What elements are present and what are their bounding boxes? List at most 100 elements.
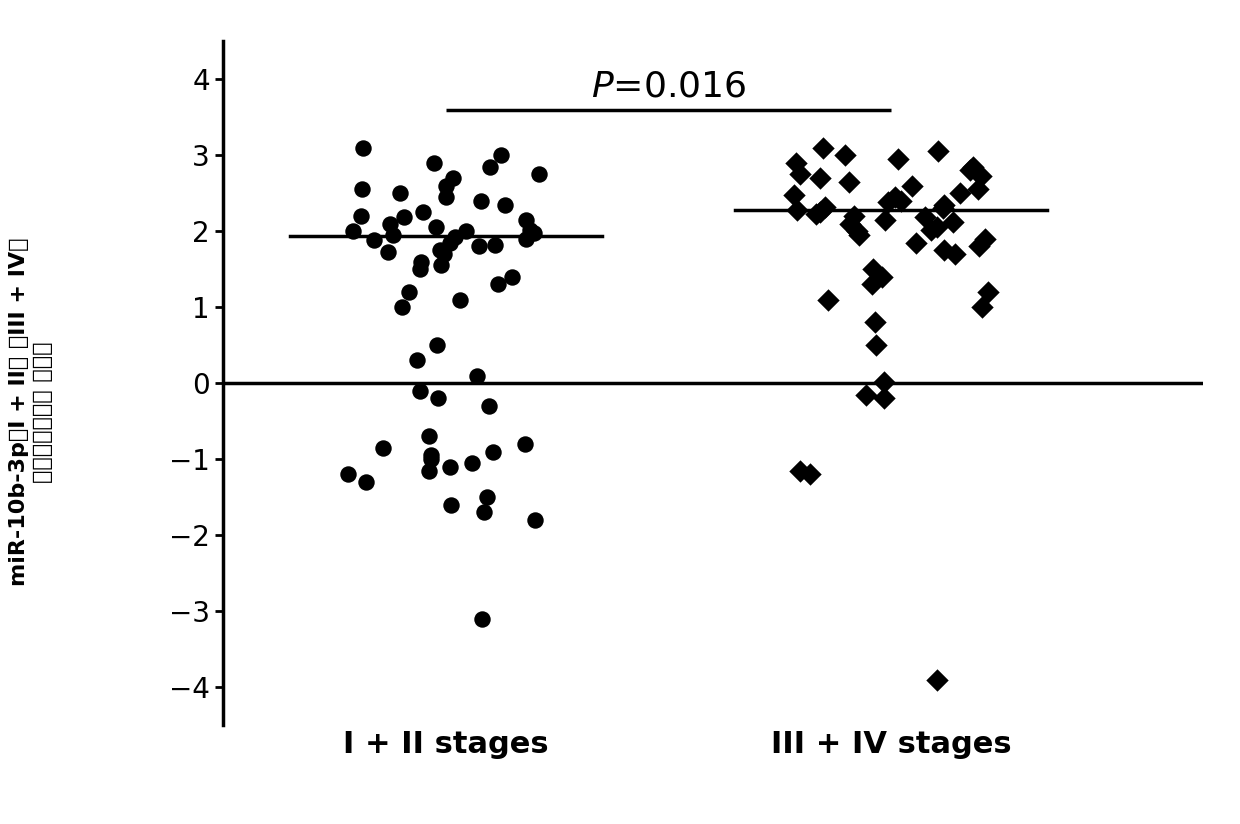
Point [944,215,963,228]
Point [875,213,895,227]
Point [479,400,498,413]
Point [813,141,833,154]
Point [521,223,541,236]
Point [847,225,867,238]
Point [477,490,497,503]
Point [934,198,954,211]
Point [471,612,491,625]
Point [420,449,440,462]
Point [960,164,980,177]
Point [784,188,804,201]
Point [391,186,410,199]
Point [968,183,988,196]
Point [484,445,503,458]
Point [932,202,952,215]
Point [516,232,536,246]
Point [352,183,372,196]
Point [394,211,414,224]
Point [427,339,446,352]
Point [839,217,859,230]
Point [407,353,427,367]
Point [373,441,393,454]
Point [838,176,858,189]
Point [436,190,456,204]
Point [485,238,505,251]
Point [915,211,935,224]
Point [921,223,941,236]
Point [410,384,430,397]
Point [866,316,885,329]
Point [450,293,470,307]
Point [516,438,536,451]
Point [399,285,419,298]
Point [378,246,398,259]
Point [496,198,516,211]
Point [475,506,495,519]
Point [429,244,449,257]
Point [424,157,444,170]
Point [339,468,358,481]
Point [835,148,854,162]
Point [790,167,810,180]
Point [365,234,384,247]
Point [480,160,500,173]
Point [516,213,536,227]
Point [526,513,546,527]
Point [878,196,898,209]
Point [342,225,362,238]
Point [901,179,921,192]
Point [440,460,460,473]
Point [471,194,491,208]
Point [525,226,544,239]
Point [409,263,429,276]
Point [963,160,983,173]
Point [419,430,439,443]
Point [818,293,838,307]
Point [929,145,949,158]
Point [815,200,835,213]
Point [445,231,465,244]
Point [934,244,954,257]
Point [849,228,869,241]
Point [392,301,412,314]
Point [529,167,549,180]
Point [353,141,373,154]
Point [469,240,489,253]
Point [427,221,446,234]
Point [978,285,998,298]
Text: miR-10b-3p在I + II期 与III + IV期
食管鳞癌组织中 的表达: miR-10b-3p在I + II期 与III + IV期 食管鳞癌组织中 的表… [10,238,52,586]
Point [434,247,454,260]
Point [455,225,475,238]
Point [926,673,946,686]
Text: $\mathit{P}$=0.016: $\mathit{P}$=0.016 [590,69,746,104]
Point [351,209,371,222]
Point [863,263,883,276]
Point [862,278,882,291]
Point [888,152,908,166]
Point [810,206,830,219]
Point [872,270,892,283]
Point [463,456,482,470]
Point [422,452,441,466]
Point [428,391,448,405]
Point [410,255,430,268]
Point [971,170,991,183]
Point [432,259,451,272]
Point [502,270,522,283]
Point [874,391,894,405]
Point [466,369,486,382]
Point [975,232,994,246]
Point [905,236,925,249]
Point [379,217,399,230]
Point [885,190,905,204]
Point [972,301,992,314]
Point [440,499,460,512]
Point [419,464,439,477]
Point [356,475,376,489]
Point [489,278,508,291]
Point [383,228,403,241]
Point [867,339,887,352]
Point [413,206,433,219]
Point [436,179,456,192]
Point [810,171,830,185]
